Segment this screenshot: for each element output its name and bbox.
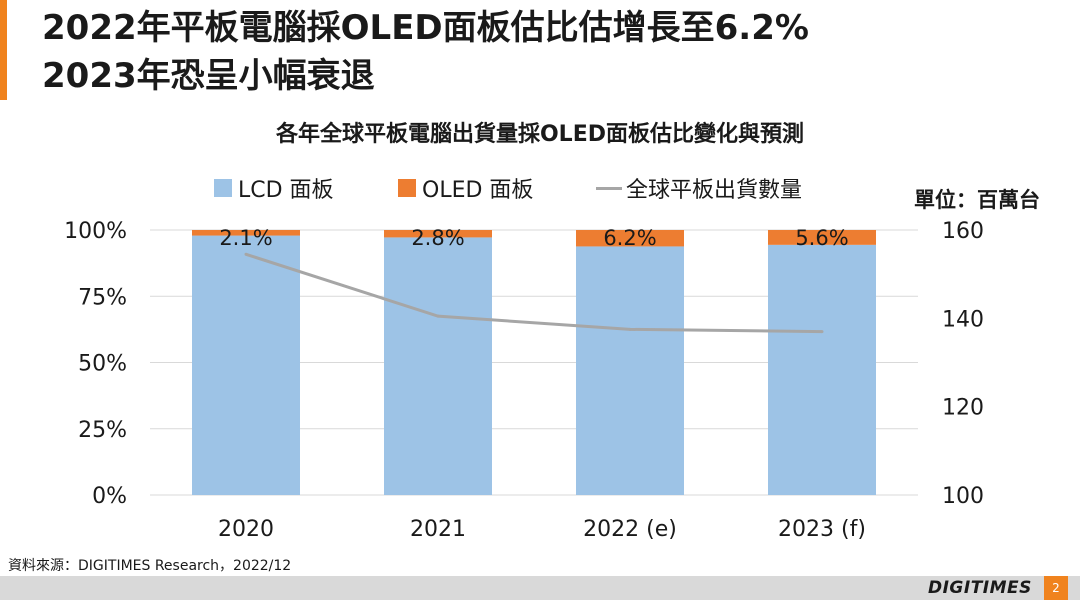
left-axis-tick-label: 50%	[78, 352, 127, 377]
legend-item-oled: OLED 面板	[398, 172, 533, 204]
footer-logo: DIGITIMES	[928, 578, 1032, 598]
x-axis-tick-label: 2022 (e)	[583, 517, 677, 542]
bar-lcd	[384, 237, 492, 496]
shipments-point	[436, 314, 440, 318]
right-axis-tick-label: 100	[942, 484, 984, 509]
left-axis-tick-label: 0%	[92, 484, 127, 509]
source-note: 資料來源：DIGITIMES Research，2022/12	[8, 558, 292, 574]
left-axis-tick-label: 75%	[78, 285, 127, 310]
left-axis-tick-label: 25%	[78, 418, 127, 443]
legend-swatch-oled	[398, 179, 416, 197]
bar-oled	[576, 230, 684, 247]
bar-oled	[192, 230, 300, 236]
bar-oled	[384, 230, 492, 238]
bar-lcd	[192, 235, 300, 495]
legend-label-lcd: LCD 面板	[238, 178, 334, 203]
legend-swatch-shipments	[596, 186, 622, 190]
legend-item-shipments: 全球平板出貨數量	[596, 172, 802, 204]
page-number: 2	[1044, 576, 1068, 600]
right-axis-tick-label: 120	[942, 396, 984, 421]
x-axis-tick-label: 2021	[410, 517, 466, 542]
right-axis-unit-label: 單位：百萬台	[914, 188, 1040, 212]
oled-data-label: 6.2%	[603, 226, 656, 250]
legend-swatch-lcd	[214, 179, 232, 197]
footer-band	[0, 576, 1080, 600]
shipments-point	[628, 327, 632, 331]
shipments-point	[820, 330, 824, 334]
title-accent-bar	[0, 0, 7, 100]
bar-lcd	[576, 246, 684, 495]
right-axis-tick-label: 160	[942, 219, 984, 244]
chart-title: 各年全球平板電腦出貨量採OLED面板估比變化與預測	[275, 122, 804, 147]
page-title-line2: 2023年恐呈小幅衰退	[42, 56, 375, 96]
legend-label-shipments: 全球平板出貨數量	[626, 178, 803, 203]
x-axis-tick-label: 2020	[218, 517, 274, 542]
page-title-line1: 2022年平板電腦採OLED面板估比估增長至6.2%	[42, 8, 809, 48]
legend-label-oled: OLED 面板	[422, 178, 534, 203]
x-axis-tick-label: 2023 (f)	[778, 517, 866, 542]
bar-oled	[768, 230, 876, 245]
oled-data-label: 2.8%	[411, 226, 464, 250]
bar-lcd	[768, 244, 876, 495]
oled-data-label: 2.1%	[219, 226, 272, 250]
shipments-point	[244, 252, 248, 256]
left-axis-tick-label: 100%	[64, 219, 127, 244]
right-axis-tick-label: 140	[942, 307, 984, 332]
shipments-line	[245, 252, 823, 334]
legend-item-lcd: LCD 面板	[214, 172, 334, 204]
oled-data-label: 5.6%	[795, 226, 848, 250]
